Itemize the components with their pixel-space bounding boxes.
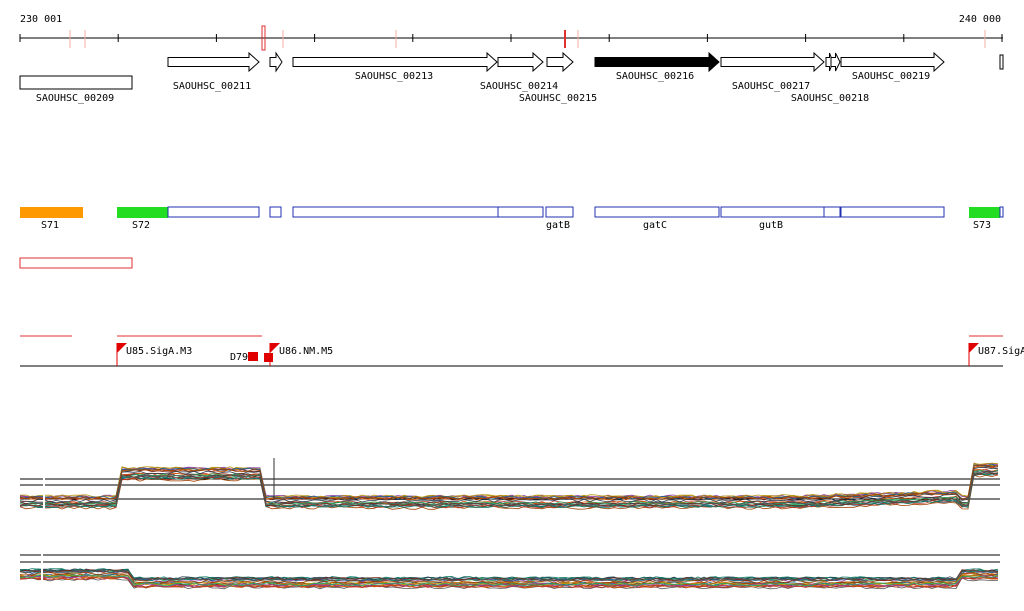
segment-box	[497, 206, 544, 218]
region-box	[19, 257, 133, 269]
terminator-label: D79	[230, 352, 248, 363]
gene-label: SAOUHSC_00213	[355, 71, 433, 82]
expression-line	[19, 464, 999, 500]
segment-label: S73	[973, 220, 991, 231]
gene-arrow	[720, 51, 825, 73]
gene-arrow	[292, 51, 498, 73]
ruler-end: 240 000	[959, 14, 1001, 25]
gene-arrow	[830, 52, 841, 72]
expression-line	[19, 568, 999, 581]
gene-label: SAOUHSC_00214	[480, 81, 558, 92]
promoter-flag	[969, 343, 979, 353]
segment-box	[594, 206, 720, 218]
terminator	[248, 352, 258, 361]
segment-box	[545, 206, 574, 218]
segment	[20, 207, 83, 218]
gene-box	[999, 54, 1004, 70]
segment-box	[999, 206, 1004, 218]
terminator	[264, 353, 273, 362]
gene-arrow	[594, 51, 720, 73]
ruler-start: 230 001	[20, 14, 62, 25]
segment-box	[823, 206, 841, 218]
segment-label: gutB	[759, 220, 783, 231]
segment-box	[720, 206, 825, 218]
expression-line	[19, 472, 999, 509]
segment-label: gatC	[643, 220, 667, 231]
gene-arrow	[840, 51, 945, 73]
gene-label: SAOUHSC_00219	[852, 71, 930, 82]
segment-label: S72	[132, 220, 150, 231]
gene-box	[19, 75, 133, 90]
gene-label: SAOUHSC_00215	[519, 93, 597, 104]
expression-line	[19, 474, 999, 510]
gene-arrow	[269, 51, 283, 73]
gene-label: SAOUHSC_00216	[616, 71, 694, 82]
expression-line	[19, 576, 999, 588]
expression-line	[19, 466, 999, 503]
expression-line	[19, 569, 999, 582]
promoter-label: U86.NM.M5	[279, 346, 333, 357]
segment-box	[840, 206, 945, 218]
promoter-label: U87.SigA	[978, 346, 1024, 357]
promoter-flag	[117, 343, 127, 353]
expression-line	[19, 463, 999, 500]
gene-label: SAOUHSC_00209	[36, 93, 114, 104]
segment-label: gatB	[546, 220, 570, 231]
site-box	[261, 25, 266, 51]
gene-arrow	[497, 51, 544, 73]
segment-box	[167, 206, 260, 218]
gene-label: SAOUHSC_00217	[732, 81, 810, 92]
segment	[117, 207, 168, 218]
gene-arrow	[167, 51, 260, 73]
gene-arrow	[546, 51, 574, 73]
segment	[969, 207, 1000, 218]
segment-box	[292, 206, 499, 218]
expression-line	[19, 470, 999, 506]
segment-label: S71	[41, 220, 59, 231]
gene-label: SAOUHSC_00211	[173, 81, 251, 92]
promoter-label: U85.SigA.M3	[126, 346, 192, 357]
gene-label: SAOUHSC_00218	[791, 93, 869, 104]
promoter-flag	[270, 343, 280, 353]
expression-line	[19, 574, 999, 587]
expression-line	[19, 568, 999, 580]
segment-box	[269, 206, 282, 218]
expression-line	[19, 471, 999, 507]
expression-line	[19, 571, 999, 584]
